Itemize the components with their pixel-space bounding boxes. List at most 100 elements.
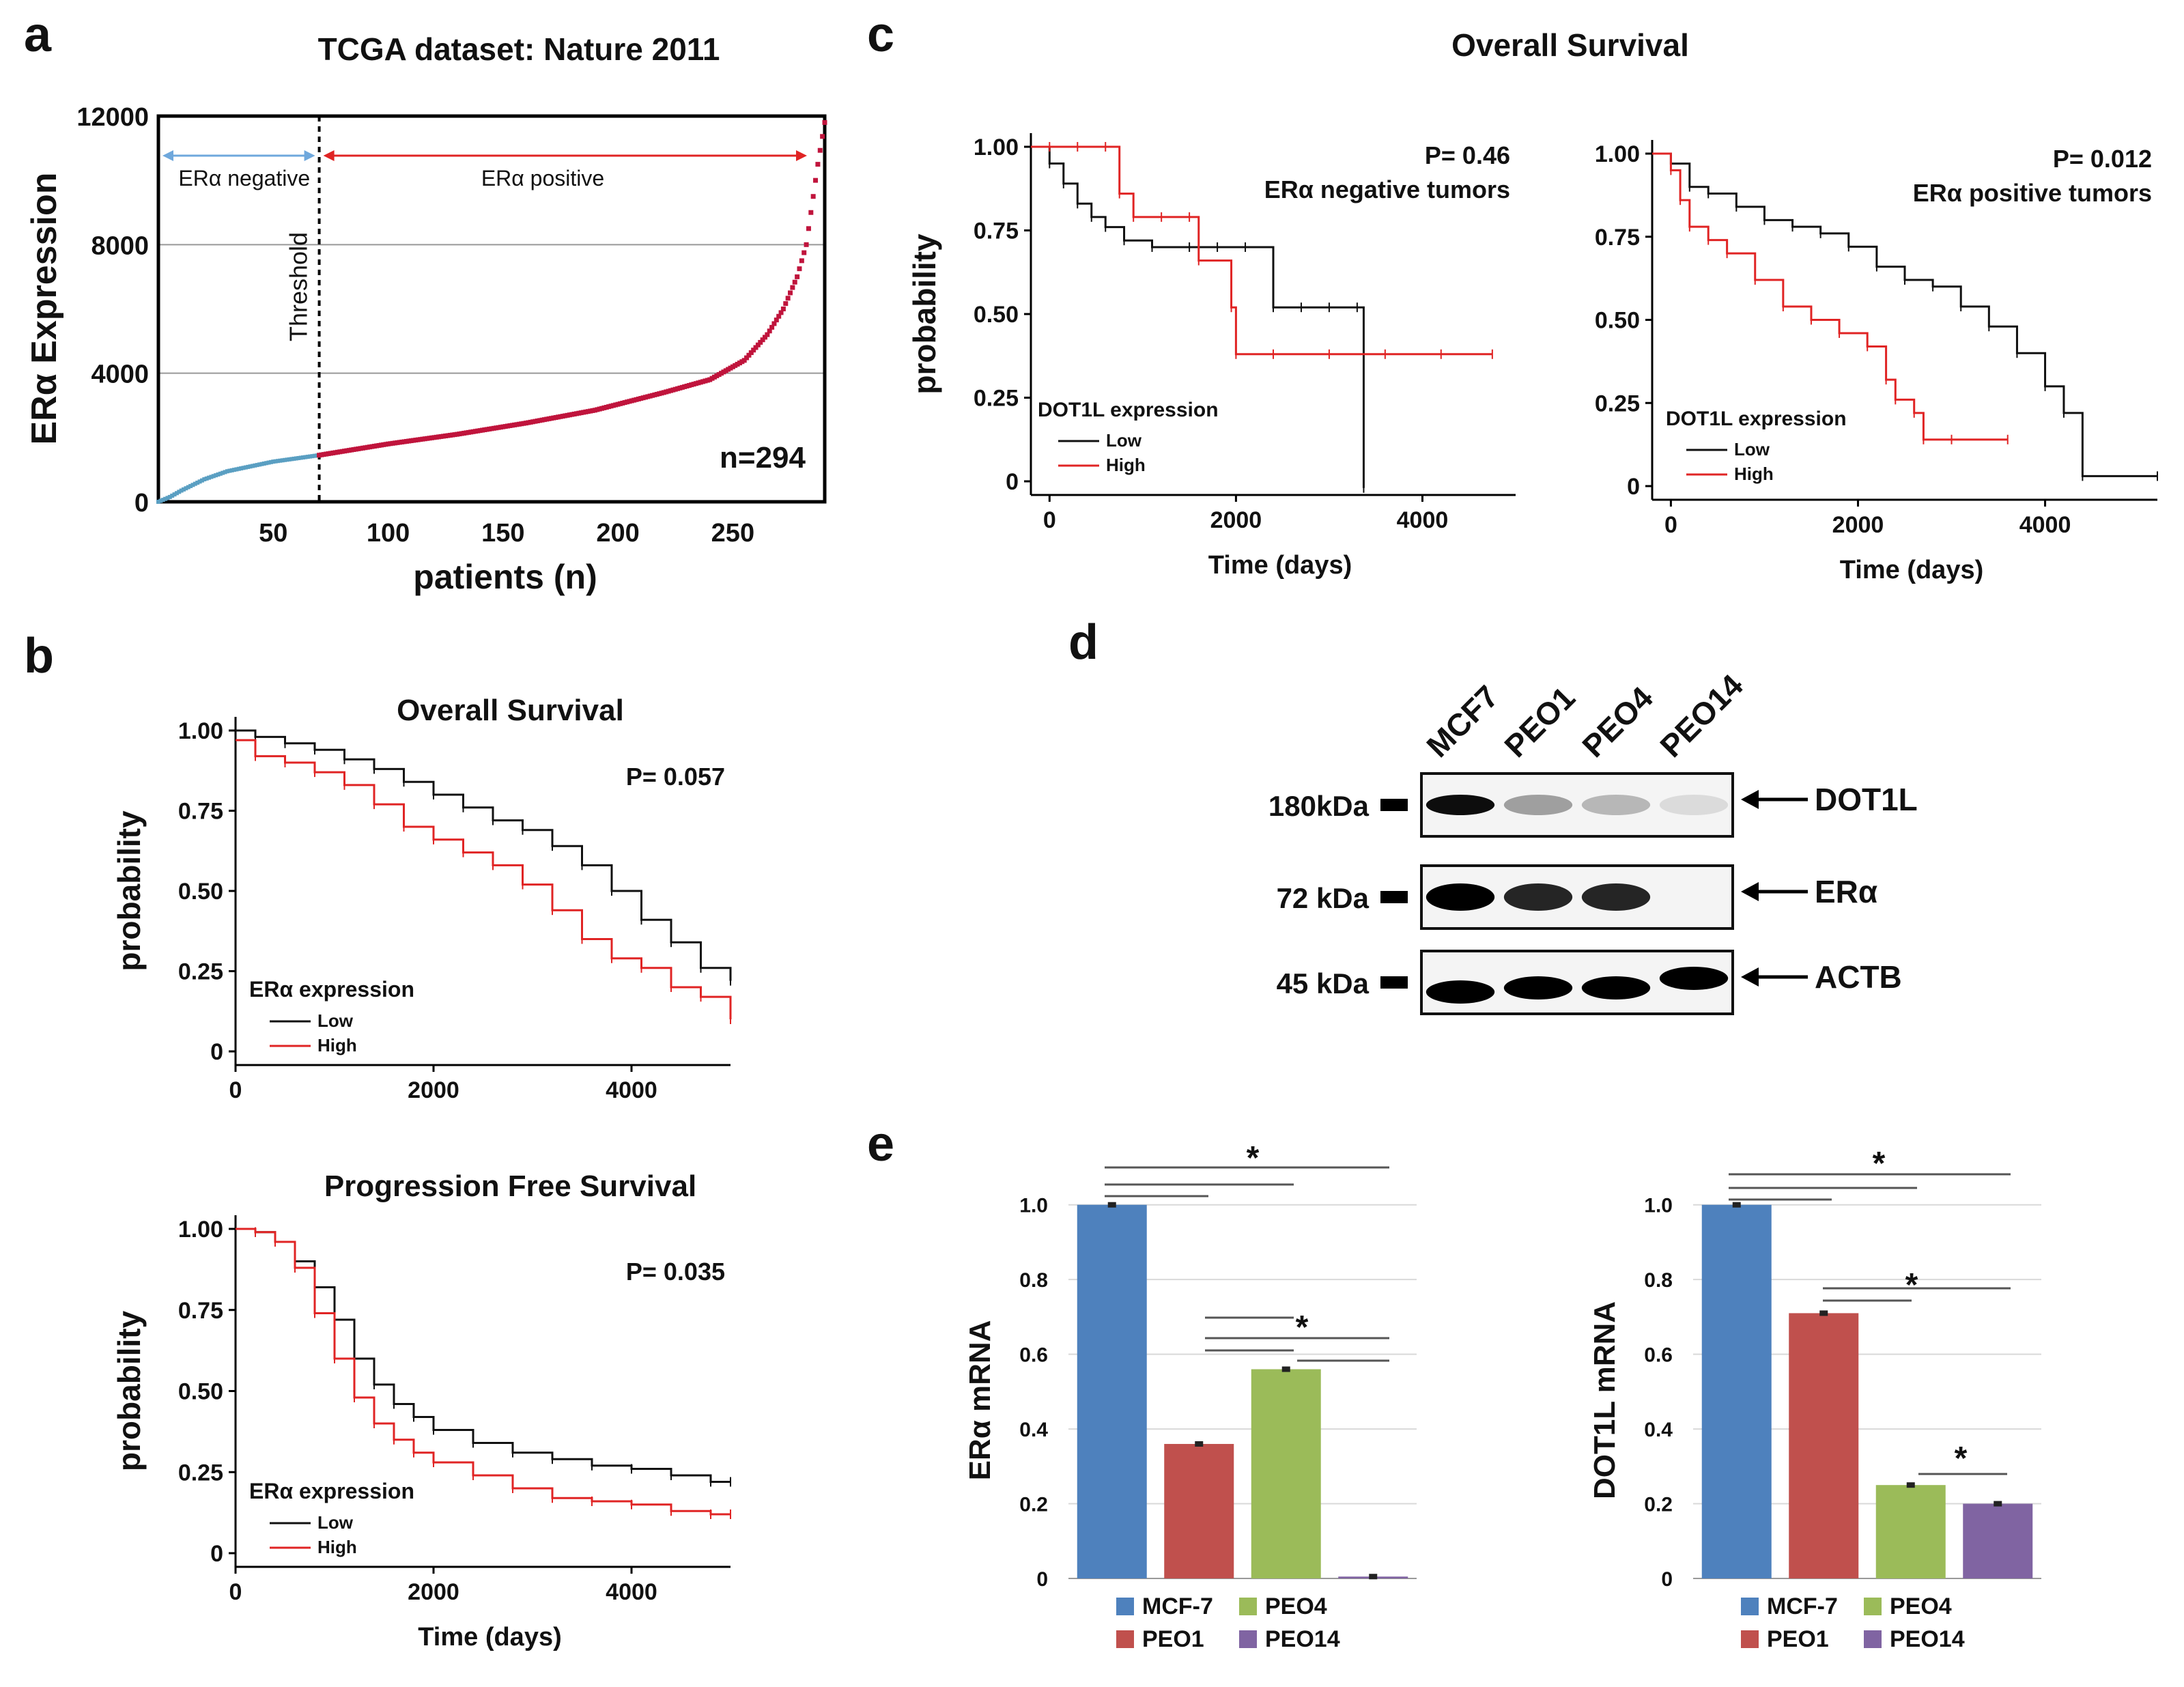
y-axis-label: probability	[111, 1311, 147, 1472]
significance-star: *	[1296, 1309, 1309, 1346]
data-point-negative	[177, 490, 182, 494]
y-tick-label: 0	[134, 489, 149, 518]
y-tick-label: 0	[1006, 469, 1019, 495]
data-point-positive	[815, 162, 821, 167]
y-tick-label: 0.25	[178, 1460, 223, 1486]
kda-label: 45 kDa	[1277, 967, 1370, 1000]
legend-label-peo4: PEO4	[1890, 1593, 1952, 1619]
kda-label: 72 kDa	[1277, 882, 1370, 914]
x-tick-label: 0	[229, 1077, 242, 1103]
bar-peo1	[1789, 1313, 1859, 1578]
data-point-positive	[808, 210, 814, 215]
data-point-negative	[257, 462, 262, 467]
blot-band	[1659, 967, 1729, 990]
y-tick-label: 0.4	[1644, 1419, 1673, 1441]
data-point-negative	[172, 492, 177, 497]
data-point-positive	[783, 301, 789, 307]
protein-label: ERα	[1815, 874, 1877, 909]
x-axis-label: Time (days)	[1840, 556, 1983, 584]
data-point-positive	[755, 342, 761, 348]
data-point-negative	[296, 455, 301, 460]
data-point-negative	[261, 461, 266, 466]
y-tick-label: 1.00	[974, 134, 1019, 160]
legend-label-low: Low	[317, 1010, 354, 1031]
blot-band	[1659, 795, 1729, 815]
data-point-negative	[165, 496, 170, 500]
y-axis-label: DOT1L mRNA	[1588, 1301, 1621, 1499]
data-point-negative	[163, 496, 168, 501]
y-tick-label: 8000	[91, 231, 149, 260]
legend-label-peo14: PEO14	[1265, 1626, 1340, 1652]
data-point-negative	[241, 466, 246, 470]
x-tick-label: 0	[1043, 507, 1056, 533]
data-point-positive	[820, 134, 825, 139]
data-point-negative	[184, 486, 188, 491]
data-point-positive	[806, 226, 811, 231]
panel-label-a: a	[24, 8, 52, 62]
data-point-negative	[158, 498, 163, 503]
panel-label-b: b	[24, 629, 54, 683]
data-point-negative	[167, 494, 172, 499]
data-point-negative	[285, 457, 289, 462]
data-point-positive	[785, 296, 791, 301]
y-tick-label: 0.25	[178, 959, 223, 985]
data-point-negative	[278, 458, 283, 463]
legend-swatch-peo4	[1239, 1598, 1257, 1615]
data-point-positive	[771, 321, 777, 326]
chart-subtitle: ERα negative tumors	[1264, 175, 1510, 203]
data-point-negative	[156, 500, 160, 504]
chart-subtitle: ERα positive tumors	[1913, 179, 2152, 207]
data-point-negative	[264, 461, 269, 466]
data-point-negative	[292, 456, 296, 461]
legend-label-mcf-7: MCF-7	[1142, 1593, 1213, 1619]
significance-star: *	[1873, 1146, 1886, 1182]
blot-band	[1426, 980, 1495, 1004]
significance-star: *	[1955, 1441, 1968, 1477]
legend-label-peo1: PEO1	[1767, 1626, 1829, 1652]
chart-title: Overall Survival	[397, 694, 624, 727]
y-tick-label: 1.00	[1595, 141, 1640, 167]
x-tick-label: 0	[229, 1579, 242, 1605]
lane-label: PEO1	[1497, 680, 1582, 765]
er-negative-label: ERα negative	[178, 166, 310, 190]
data-point-negative	[298, 455, 303, 460]
bar-peo4	[1875, 1485, 1946, 1578]
data-point-negative	[234, 467, 239, 472]
data-point-negative	[312, 453, 317, 458]
data-point-negative	[188, 483, 193, 488]
y-tick-label: 0.4	[1019, 1419, 1048, 1441]
legend-title: DOT1L expression	[1666, 408, 1847, 430]
x-tick-label: 2000	[408, 1579, 459, 1605]
x-tick-label: 4000	[2019, 512, 2071, 538]
data-point-positive	[769, 324, 775, 330]
data-point-negative	[179, 488, 184, 493]
data-point-negative	[209, 474, 214, 479]
plot-frame	[156, 114, 827, 504]
lane-label: MCF7	[1419, 679, 1505, 764]
y-axis-label: ERα Expression	[25, 173, 64, 445]
panel-b-overall-survival: 0 0.25 0.50 0.75 1.00 0 2000 4000 Overall Surviv…	[111, 694, 732, 1103]
x-tick-label: 4000	[1397, 507, 1449, 533]
er-positive-label: ERα positive	[481, 166, 604, 190]
bar-peo14	[1963, 1503, 2033, 1578]
data-point-negative	[255, 463, 259, 468]
data-point-positive	[748, 350, 754, 356]
data-point-negative	[273, 459, 278, 464]
panel-e-era-mrna: 0 0.2 0.4 0.6 0.8 1.0 ERα mRNA * * MCF-7 PEO4 PEO1 P…	[963, 1140, 1417, 1652]
protein-label: DOT1L	[1815, 782, 1918, 817]
data-point-negative	[193, 481, 197, 486]
blot-band	[1581, 883, 1651, 911]
x-tick-label: 50	[259, 519, 287, 548]
data-point-positive	[774, 317, 779, 323]
data-point-negative	[174, 491, 179, 496]
legend-label-peo1: PEO1	[1142, 1626, 1204, 1652]
legend-label-peo14: PEO14	[1890, 1626, 1965, 1652]
panel-c-title: Overall Survival	[1451, 27, 1689, 63]
data-point-negative	[211, 474, 216, 479]
legend-swatch-peo14	[1864, 1630, 1882, 1648]
data-point-negative	[225, 469, 229, 474]
data-point-negative	[197, 479, 202, 484]
y-tick-label: 1.00	[178, 718, 223, 744]
y-tick-label: 12000	[76, 103, 149, 132]
